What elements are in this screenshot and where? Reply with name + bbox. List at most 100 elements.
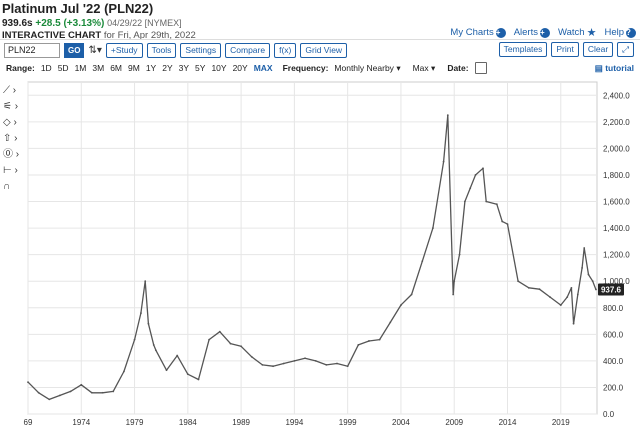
price-chart[interactable]: 0.0 200.0 400.0 600.0 800.0 1,000.0 1,200.0 1,4… bbox=[0, 78, 640, 443]
price-point bbox=[549, 296, 552, 299]
question-icon: ? bbox=[626, 27, 636, 38]
fx-button[interactable]: f(x) bbox=[274, 42, 297, 58]
watch-link[interactable]: Watch ★ bbox=[558, 26, 596, 39]
x-tick-label: 2019 bbox=[552, 418, 570, 427]
price-point bbox=[122, 370, 125, 373]
symbol-input[interactable]: PLN22 bbox=[4, 42, 60, 58]
x-tick-label: 1979 bbox=[126, 418, 144, 427]
range-3m[interactable]: 3M bbox=[92, 63, 105, 73]
price-point bbox=[186, 373, 189, 376]
range-1m[interactable]: 1M bbox=[74, 63, 87, 73]
annotation-tool-icon[interactable]: ⓪ › bbox=[3, 149, 20, 160]
right-toolbar: Templates Print Clear ⤢ bbox=[498, 42, 634, 57]
price-point bbox=[421, 260, 424, 263]
price-point bbox=[101, 391, 104, 394]
price-point bbox=[576, 293, 579, 296]
y-tick-label: 2,400.0 bbox=[603, 91, 630, 100]
price-point bbox=[463, 200, 466, 203]
range-1d[interactable]: 1D bbox=[40, 63, 52, 73]
price-point bbox=[368, 340, 370, 342]
arrow-tool-icon[interactable]: ⇧ › bbox=[3, 133, 18, 144]
price-point bbox=[48, 398, 51, 401]
magnet-icon[interactable]: ∩ bbox=[3, 181, 11, 192]
shape-tool-icon[interactable]: ◇ › bbox=[3, 117, 17, 128]
tutorial-link[interactable]: ▤ tutorial bbox=[595, 63, 634, 74]
star-icon: ★ bbox=[586, 27, 597, 39]
divider bbox=[0, 39, 640, 40]
x-tick-label: 1994 bbox=[285, 418, 303, 427]
y-tick-label: 1,000.0 bbox=[603, 277, 630, 286]
line-tool-icon[interactable]: ⟋ › bbox=[3, 85, 17, 96]
price-point bbox=[144, 280, 147, 283]
range-2y[interactable]: 2Y bbox=[162, 63, 173, 73]
alerts-link[interactable]: Alerts + bbox=[514, 26, 550, 39]
x-tick-label: 1974 bbox=[72, 418, 90, 427]
price-point bbox=[165, 369, 168, 372]
price-point bbox=[293, 359, 296, 362]
price-point bbox=[261, 363, 264, 366]
y-tick-label: 0.0 bbox=[603, 410, 615, 419]
price-point bbox=[570, 286, 573, 289]
price-point bbox=[400, 304, 402, 307]
my-charts-link[interactable]: My Charts + bbox=[450, 26, 506, 39]
templates-button[interactable]: Templates bbox=[498, 42, 548, 57]
help-label: Help bbox=[604, 27, 624, 38]
plus-icon: + bbox=[540, 27, 550, 38]
measure-tool-icon[interactable]: ⊢ › bbox=[3, 165, 18, 176]
range-9m[interactable]: 9M bbox=[128, 63, 140, 73]
price-point bbox=[208, 338, 211, 341]
range-5d[interactable]: 5D bbox=[57, 63, 69, 73]
range-1y[interactable]: 1Y bbox=[145, 63, 157, 73]
price-change: +28.5 (+3.13%) bbox=[35, 18, 105, 29]
price-line: 939.6s +28.5 (+3.13%) 04/29/22 [NYMEX] bbox=[2, 17, 638, 30]
fib-tool-icon[interactable]: ⚟ › bbox=[3, 101, 19, 112]
go-button[interactable]: GO bbox=[64, 42, 85, 58]
clear-button[interactable]: Clear bbox=[582, 42, 614, 57]
last-price: 939.6s bbox=[2, 18, 33, 29]
study-button[interactable]: +Study bbox=[105, 42, 143, 58]
price-point bbox=[458, 253, 461, 256]
tools-button[interactable]: Tools bbox=[146, 42, 177, 58]
range-20y[interactable]: 20Y bbox=[232, 63, 248, 73]
price-point bbox=[469, 187, 472, 190]
compare-button[interactable]: Compare bbox=[225, 42, 271, 58]
price-point bbox=[80, 383, 83, 386]
y-tick-label: 800.0 bbox=[603, 304, 624, 313]
range-label: Range: bbox=[6, 63, 35, 73]
price-point bbox=[446, 114, 449, 117]
range-max[interactable]: MAX bbox=[253, 63, 273, 73]
y-tick-label: 1,600.0 bbox=[603, 198, 630, 207]
settings-button[interactable]: Settings bbox=[180, 42, 222, 58]
list-icon: ▤ bbox=[594, 63, 603, 73]
y-tick-label: 1,800.0 bbox=[603, 171, 630, 180]
range-6m[interactable]: 6M bbox=[110, 63, 122, 73]
frequency-select[interactable]: Monthly Nearby ▾ bbox=[334, 63, 400, 74]
range-3y[interactable]: 3Y bbox=[178, 63, 190, 73]
price-point bbox=[357, 344, 360, 346]
range-5y[interactable]: 5Y bbox=[195, 63, 206, 73]
grid-view-button[interactable]: Grid View bbox=[300, 42, 348, 58]
y-tick-label: 400.0 bbox=[603, 357, 624, 366]
price-point bbox=[140, 312, 142, 314]
chevron-down-icon: ▾ bbox=[396, 62, 401, 73]
price-point bbox=[69, 390, 72, 393]
price-point bbox=[581, 267, 583, 269]
help-link[interactable]: Help? bbox=[604, 26, 636, 39]
print-button[interactable]: Print bbox=[551, 42, 579, 57]
price-point bbox=[495, 203, 498, 206]
subtitle-date: for Fri, Apr 29th, 2022 bbox=[103, 30, 196, 41]
x-tick-label: 1989 bbox=[232, 418, 250, 427]
chart-type-icon[interactable]: ⇅▾ bbox=[88, 44, 102, 56]
range-10y[interactable]: 10Y bbox=[211, 63, 227, 73]
price-point bbox=[91, 391, 93, 394]
price-point bbox=[474, 174, 477, 176]
max-select[interactable]: Max ▾ bbox=[413, 63, 436, 74]
price-meta: 04/29/22 [NYMEX] bbox=[107, 18, 182, 28]
price-point bbox=[250, 355, 253, 358]
price-point bbox=[432, 227, 434, 229]
expand-icon[interactable]: ⤢ bbox=[617, 42, 634, 57]
chart-subtitle: INTERACTIVE CHART for Fri, Apr 29th, 202… bbox=[2, 30, 638, 42]
calendar-icon[interactable] bbox=[474, 62, 487, 74]
price-point bbox=[527, 286, 530, 289]
price-point bbox=[152, 344, 155, 346]
